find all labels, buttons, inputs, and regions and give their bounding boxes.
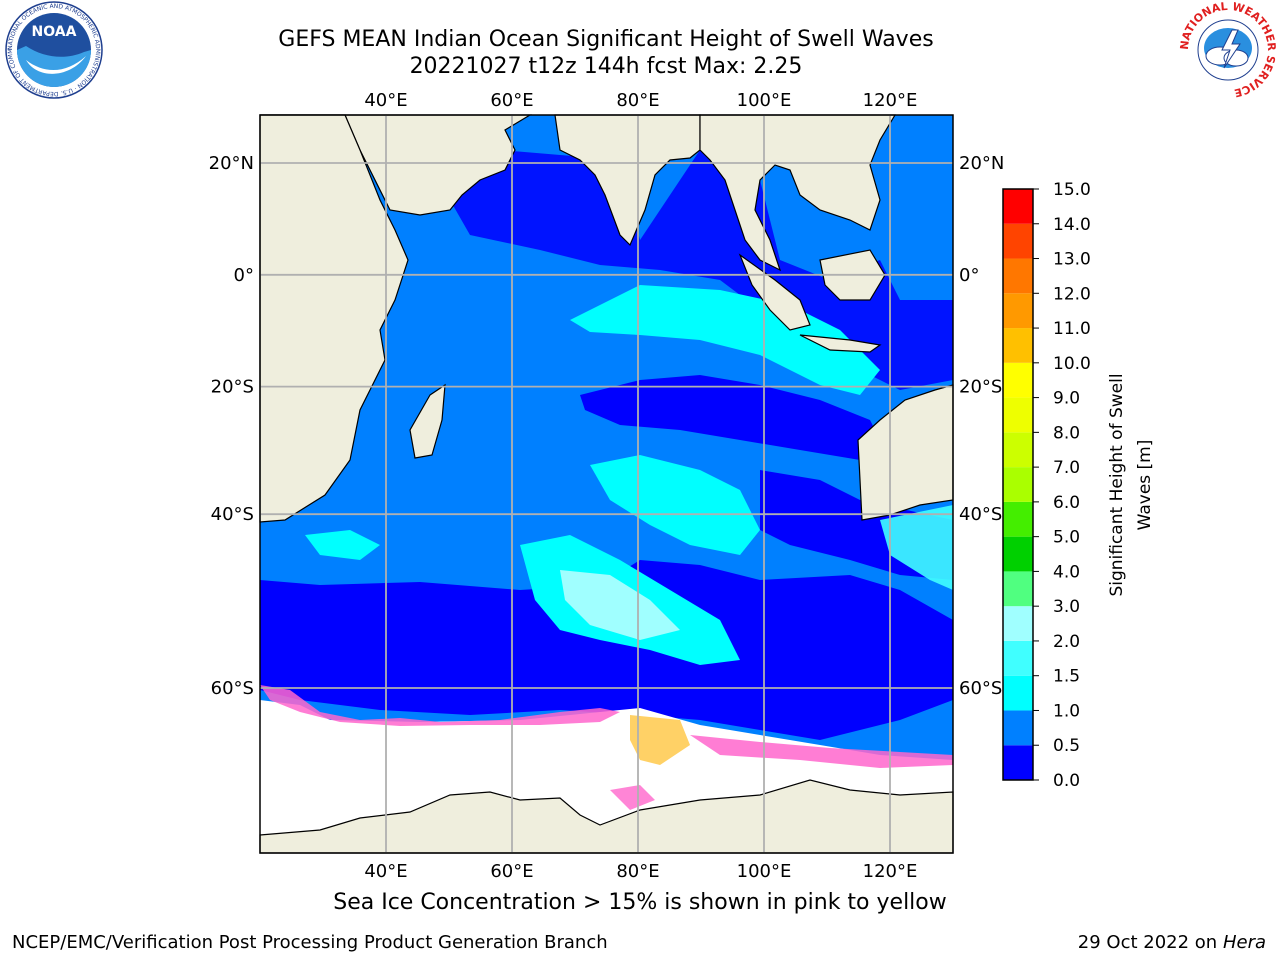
- swell-band-low-south: [260, 560, 953, 740]
- axis-labels: 40°E 40°E 60°E 60°E 80°E 80°E 100°E 100°E 120°E 1…: [209, 90, 1005, 882]
- colorbar-segment: [1003, 467, 1033, 502]
- antarctica-land: [259, 779, 954, 854]
- colorbar-tick-label: 1.5: [1053, 667, 1080, 687]
- sea-ice-edge-pink-east: [690, 735, 953, 768]
- colorbar-tick-label: 3.0: [1053, 597, 1080, 617]
- lon-label-bottom: 80°E: [616, 861, 659, 882]
- lon-label-top: 40°E: [364, 90, 407, 111]
- colorbar-tick-label: 5.0: [1053, 528, 1080, 548]
- colorbar-tick-label: 6.0: [1053, 493, 1080, 513]
- colorbar-tick-label: 10.0: [1053, 354, 1091, 374]
- colorbar-tick-label: 8.0: [1053, 423, 1080, 443]
- indian-ocean-map: 40°E 40°E 60°E 60°E 80°E 80°E 100°E 100°E 120°E 1…: [209, 90, 1005, 882]
- lat-label-left: 40°S: [211, 504, 254, 525]
- colorbar-label-line1: Significant Height of Swell: [1107, 373, 1127, 596]
- colorbar-tick-label: 13.0: [1053, 250, 1091, 270]
- sea-ice-caption: Sea Ice Concentration > 15% is shown in …: [333, 890, 947, 915]
- lat-label-right: 40°S: [959, 504, 1002, 525]
- colorbar-segment: [1003, 223, 1033, 259]
- java-land: [799, 334, 882, 353]
- colorbar-segment: [1003, 362, 1033, 398]
- colorbar-tick-label: 14.0: [1053, 215, 1091, 235]
- colorbar-segment: [1003, 536, 1033, 572]
- swell-band-max: [560, 570, 680, 640]
- swell-band-high-central: [590, 455, 760, 555]
- lon-label-top: 60°E: [490, 90, 533, 111]
- colorbar-segment: [1003, 328, 1033, 363]
- lon-label-bottom: 40°E: [364, 861, 407, 882]
- colorbar-segment: [1003, 293, 1033, 329]
- colorbar-segment: [1003, 606, 1033, 641]
- swell-patch-west: [305, 530, 380, 560]
- lon-label-bottom: 60°E: [490, 861, 533, 882]
- colorbar-segment: [1003, 432, 1033, 468]
- colorbar: 0.0 0.5 1.0 1.5 2.0 3.0 4.0 5.0 6.0 7.0 8.0 9.0 10.0…: [1002, 180, 1091, 791]
- colorbar-segment: [1003, 189, 1033, 224]
- lat-label-right: 20°N: [959, 153, 1004, 174]
- colorbar-tick-label: 15.0: [1053, 180, 1091, 200]
- colorbar-segment: [1003, 258, 1033, 294]
- colorbar-tick-label: 1.0: [1053, 701, 1080, 721]
- lat-label-left: 60°S: [211, 678, 254, 699]
- colorbar-segment: [1003, 640, 1033, 676]
- colorbar-tick-label: 2.0: [1053, 632, 1080, 652]
- colorbar-tick-label: 9.0: [1053, 389, 1080, 409]
- national-weather-service-logo-icon: NATIONAL WEATHER SERVICE: [1178, 0, 1278, 99]
- noaa-logo-icon: NOAA NATIONAL OCEANIC AND ATMOSPHERIC AD…: [4, 0, 103, 99]
- sumatra-land: [738, 253, 811, 331]
- lat-label-right: 0°: [959, 265, 979, 286]
- colorbar-label-line2: Waves [m]: [1135, 440, 1155, 531]
- lat-label-left: 20°N: [209, 153, 254, 174]
- colorbar-tick-label: 4.0: [1053, 562, 1080, 582]
- noaa-logo-text: NOAA: [32, 24, 77, 40]
- sea-ice-yellow-patch: [630, 715, 690, 765]
- colorbar-tick-label: 7.0: [1053, 458, 1080, 478]
- colorbar-tick-label: 0.5: [1053, 736, 1080, 756]
- colorbar-tick-label: 11.0: [1053, 319, 1091, 339]
- lon-label-bottom: 100°E: [737, 861, 792, 882]
- colorbar-segment: [1003, 571, 1033, 607]
- lon-label-top: 80°E: [616, 90, 659, 111]
- colorbar-tick-label: 12.0: [1053, 284, 1091, 304]
- lat-label-left: 20°S: [211, 377, 254, 398]
- footer-host: Hera: [1222, 932, 1266, 953]
- sea-ice-edge-pink: [260, 685, 620, 726]
- africa-land: [259, 114, 409, 523]
- lat-label-right: 20°S: [959, 377, 1002, 398]
- sea-ice-pink-patch: [610, 785, 655, 810]
- australia-land: [857, 384, 954, 521]
- colorbar-segment: [1003, 745, 1033, 780]
- map-frame: [259, 114, 954, 854]
- lon-label-top: 100°E: [737, 90, 792, 111]
- chart-subtitle: 20221027 t12z 144h fcst Max: 2.25: [409, 54, 803, 79]
- colorbar-frame: [1002, 188, 1034, 781]
- lon-label-bottom: 120°E: [863, 861, 918, 882]
- footer-date: 29 Oct 2022 on Hera: [1077, 932, 1266, 953]
- swell-patch-east: [880, 505, 953, 590]
- colorbar-segment: [1003, 675, 1033, 711]
- lon-label-top: 120°E: [863, 90, 918, 111]
- footer-branch: NCEP/EMC/Verification Post Processing Pr…: [12, 932, 608, 953]
- colorbar-segment: [1003, 501, 1033, 537]
- madagascar-land: [409, 383, 446, 459]
- colorbar-tick-label: 0.0: [1053, 771, 1080, 791]
- graticule: [260, 115, 953, 853]
- lat-label-left: 0°: [234, 265, 254, 286]
- southeast-asia-land: [699, 114, 897, 272]
- swell-band-low-tropical: [580, 375, 880, 460]
- chart-title: GEFS MEAN Indian Ocean Significant Heigh…: [278, 27, 934, 52]
- colorbar-segment: [1003, 397, 1033, 433]
- lat-label-right: 60°S: [959, 678, 1002, 699]
- colorbar-segment: [1003, 710, 1033, 746]
